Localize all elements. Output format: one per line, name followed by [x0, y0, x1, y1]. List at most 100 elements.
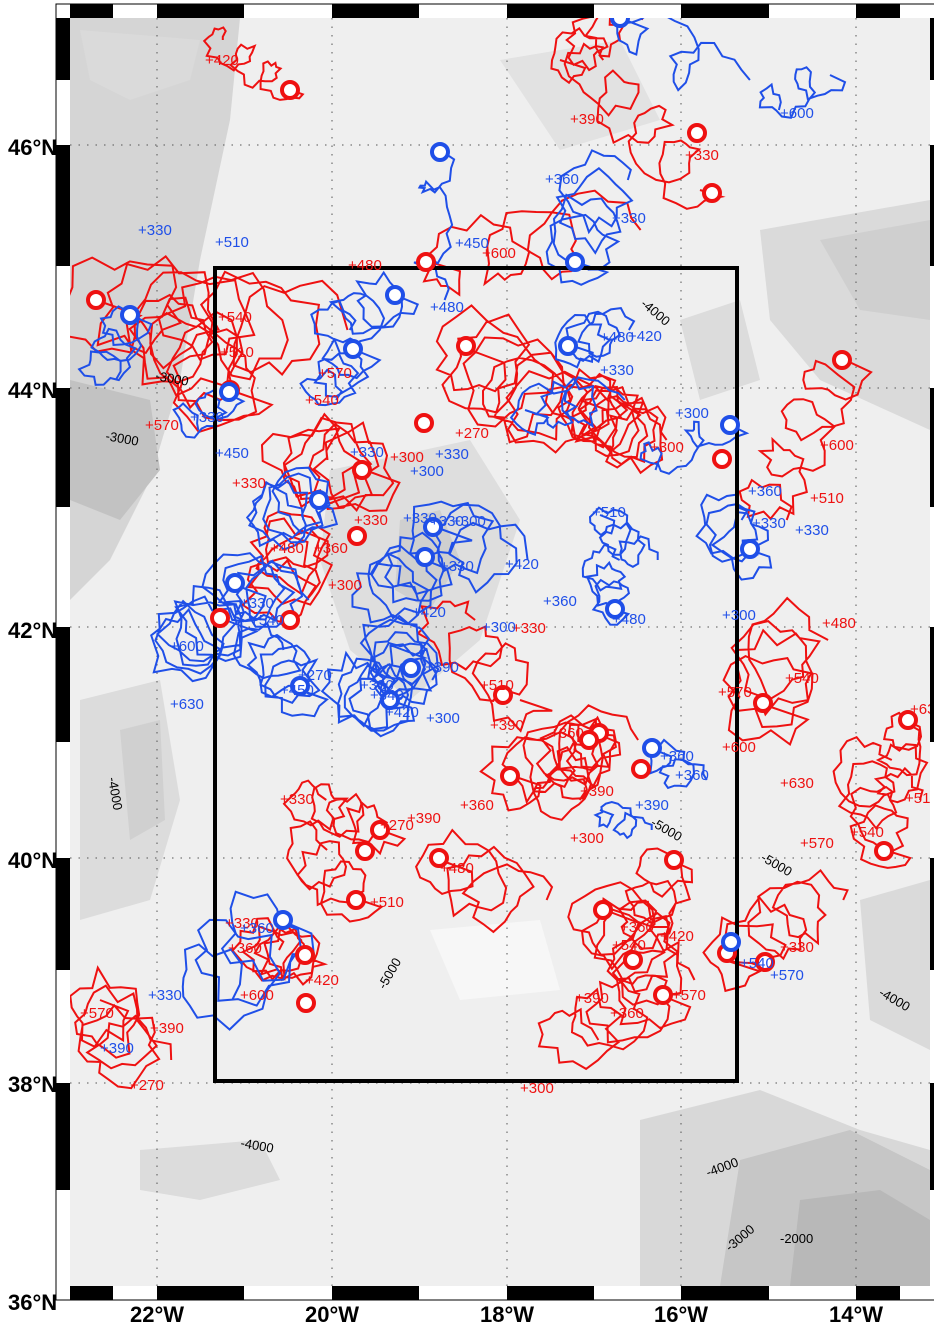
cyclonic-eddy-marker	[605, 599, 625, 619]
anticyclonic-day-label: +480	[348, 257, 382, 274]
anticyclonic-day-label: +420	[660, 928, 694, 945]
cyclonic-day-label: +300	[426, 710, 460, 727]
anticyclonic-day-label: +270	[130, 1077, 164, 1094]
cyclonic-day-label: +600	[170, 638, 204, 655]
cyclonic-day-label: +450	[280, 682, 314, 699]
anticyclonic-eddy-marker	[416, 252, 436, 272]
cyclonic-track	[545, 149, 634, 286]
anticyclonic-track	[286, 820, 384, 923]
cyclonic-day-label: +390	[425, 659, 459, 676]
anticyclonic-eddy-marker	[500, 766, 520, 786]
latitude-labels: 46°N 44°N 42°N 40°N 38°N 36°N	[8, 135, 57, 1315]
anticyclonic-eddy-marker	[280, 610, 300, 630]
cyclonic-eddy-marker	[558, 336, 578, 356]
cyclonic-day-label: +330	[190, 409, 224, 426]
cyclonic-day-label: +300	[482, 619, 516, 636]
anticyclonic-eddy-marker	[295, 945, 315, 965]
longitude-label: 22°W	[130, 1302, 184, 1327]
cyclonic-day-label: +330	[403, 510, 437, 527]
cyclonic-track	[695, 493, 773, 581]
anticyclonic-eddy-marker	[832, 350, 852, 370]
anticyclonic-track	[532, 715, 622, 821]
latitude-label: 46°N	[8, 135, 57, 160]
study-region-box	[213, 266, 739, 1083]
cyclonic-eddy-marker	[740, 539, 760, 559]
cyclonic-day-label: +450	[215, 445, 249, 462]
anticyclonic-eddy-marker	[712, 449, 732, 469]
anticyclonic-day-label: +330	[512, 620, 546, 637]
cyclonic-day-label: +300	[675, 405, 709, 422]
anticyclonic-day-label: +330	[280, 791, 314, 808]
cyclonic-day-label: +420	[412, 604, 446, 621]
anticyclonic-day-label: +570	[672, 987, 706, 1004]
cyclonic-day-label: +330	[435, 446, 469, 463]
anticyclonic-track	[202, 26, 305, 101]
track-day-labels: +420 +390 +330 +480 +600 +540 +510 +570 +540 +570…	[80, 52, 934, 1097]
anticyclonic-track	[70, 965, 173, 1090]
anticyclonic-eddy-marker	[623, 950, 643, 970]
cyclonic-day-label: +330	[430, 513, 464, 530]
cyclonic-eddy-marker	[401, 658, 421, 678]
anticyclonic-day-label: +360	[620, 919, 654, 936]
cyclonic-track	[758, 66, 847, 119]
cyclonic-eddy-marker	[309, 490, 329, 510]
anticyclonic-day-label: +540	[785, 670, 819, 687]
cyclonic-day-label: +330	[612, 210, 646, 227]
anticyclonic-track	[479, 704, 639, 812]
cyclonic-day-label: +330	[752, 515, 786, 532]
anticyclonic-day-label: +360	[228, 940, 262, 957]
cyclonic-eddy-marker	[430, 142, 450, 162]
anticyclonic-day-label: +390	[580, 783, 614, 800]
cyclonic-eddy-marker	[120, 305, 140, 325]
anticyclonic-day-label: +540	[850, 824, 884, 841]
anticyclonic-eddy-marker	[579, 730, 599, 750]
cyclonic-track	[581, 543, 631, 626]
cyclonic-day-label: +510	[215, 234, 249, 251]
cyclonic-day-label: +330	[360, 677, 394, 694]
anticyclonic-track	[702, 868, 849, 993]
cyclonic-day-label: +330	[350, 444, 384, 461]
cyclonic-track	[646, 738, 708, 790]
cyclonic-track	[509, 376, 626, 437]
anticyclonic-day-label: +360	[460, 797, 494, 814]
cyclonic-track	[616, 18, 751, 92]
cyclonic-track	[351, 531, 453, 626]
anticyclonic-day-label: +390	[407, 810, 441, 827]
anticyclonic-day-label: +570	[800, 835, 834, 852]
anticyclonic-day-label: +510	[370, 894, 404, 911]
anticyclonic-day-label: +360	[550, 725, 584, 742]
anticyclonic-day-label: +390	[490, 717, 524, 734]
anticyclonic-day-label: +630	[910, 701, 934, 718]
cyclonic-eddy-marker	[721, 932, 741, 952]
cyclonic-track	[245, 466, 339, 551]
eddy-markers	[86, 18, 918, 1013]
cyclonic-day-label: +630	[170, 696, 204, 713]
cyclonic-day-label: +360	[240, 920, 274, 937]
anticyclonic-day-label: +270	[380, 817, 414, 834]
anticyclonic-track	[563, 42, 726, 210]
anticyclonic-eddy-marker	[210, 608, 230, 628]
cyclonic-track	[593, 800, 653, 840]
latitude-label: 38°N	[8, 1072, 57, 1097]
anticyclonic-track	[435, 304, 610, 454]
anticyclonic-track	[544, 367, 668, 475]
anticyclonic-eddy-marker	[296, 993, 316, 1013]
cyclonic-track	[639, 420, 750, 475]
anticyclonic-day-label: +330	[225, 915, 259, 932]
cyclonic-day-label: +330	[148, 987, 182, 1004]
bathymetry-shading	[70, 18, 930, 1286]
anticyclonic-day-label: +330	[685, 147, 719, 164]
cyclonic-eddy-marker	[290, 676, 310, 696]
cyclonic-day-label: +420	[385, 704, 419, 721]
anticyclonic-eddy-marker	[702, 183, 722, 203]
cyclonic-track	[77, 305, 153, 386]
cyclonic-day-label: +300	[722, 607, 756, 624]
longitude-labels: 22°W 20°W 18°W 16°W 14°W	[130, 1302, 883, 1327]
cyclonic-eddy-marker	[642, 738, 662, 758]
anticyclonic-day-label: +420	[205, 52, 239, 69]
anticyclonic-eddy-marker	[493, 685, 513, 705]
cyclonic-eddy-marker	[343, 339, 363, 359]
anticyclonic-eddy-marker	[631, 759, 651, 779]
cyclonic-eddy-marker	[720, 415, 740, 435]
